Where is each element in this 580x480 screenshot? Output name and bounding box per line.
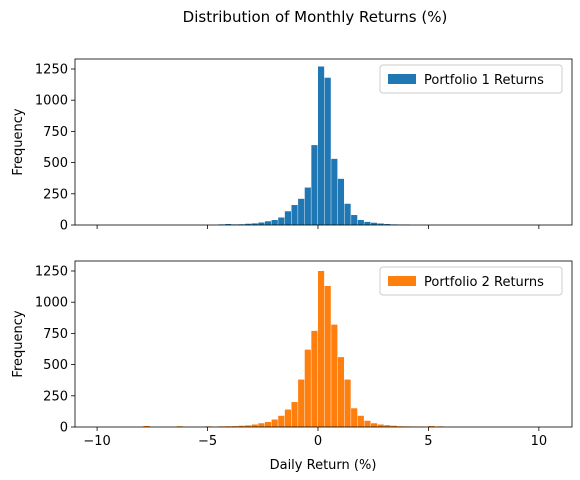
histogram-bar [238, 425, 245, 427]
y-tick-label: 500 [43, 156, 68, 171]
histogram-bar [291, 402, 298, 427]
x-tick-label: −10 [83, 434, 110, 449]
histogram-bar [317, 270, 325, 427]
histogram-bar [298, 379, 305, 427]
x-tick-label: −5 [198, 434, 217, 449]
axes-frame [74, 260, 573, 428]
histogram-bar [311, 330, 318, 427]
histogram-bar [278, 217, 285, 225]
y-tick-label: 1000 [35, 296, 68, 311]
x-tick-label: 0 [314, 434, 322, 449]
histogram-bar [337, 178, 345, 225]
histogram-bar [251, 223, 258, 225]
histogram-panel-portfolio-1: 0 250 500 750 1000 1250 Frequency Portfolio 1 R… [11, 58, 573, 234]
y-tick-label: 250 [43, 187, 68, 202]
histogram-bar [324, 77, 331, 225]
y-tick-label: 1000 [35, 94, 68, 109]
x-axis-label: Daily Return (%) [270, 458, 377, 473]
y-axis-label: Frequency [11, 310, 26, 377]
histogram-bar [317, 66, 325, 226]
legend-label: Portfolio 2 Returns [424, 275, 544, 290]
legend-swatch [388, 276, 416, 286]
y-axis-label: Frequency [11, 108, 26, 175]
histogram-bar [364, 221, 371, 225]
histogram-bar [284, 211, 292, 225]
histogram-bar [291, 205, 298, 225]
axes-frame [74, 58, 573, 226]
histogram-bar [357, 415, 364, 427]
y-tick-label: 0 [60, 421, 68, 436]
histogram-bar [311, 145, 318, 225]
histogram-bar [377, 223, 384, 225]
y-tick-label: 500 [43, 358, 68, 373]
histogram-bar [258, 222, 265, 225]
legend: Portfolio 2 Returns [379, 266, 563, 296]
legend-box [379, 64, 563, 94]
histogram-bar [344, 379, 351, 427]
y-tick-label: 1250 [35, 62, 68, 77]
histogram-bar [143, 426, 150, 427]
histogram-bar [258, 423, 265, 427]
histogram-bar [390, 425, 398, 427]
histogram-bar [344, 203, 351, 225]
histogram-bar [331, 158, 338, 225]
histogram-bar [351, 408, 358, 427]
histogram-bar [271, 220, 278, 225]
histogram-bar [357, 220, 364, 225]
histogram-bar [377, 424, 384, 427]
x-tick-label: 5 [424, 434, 432, 449]
histogram-bar [245, 223, 252, 225]
y-tick-label: 750 [43, 327, 68, 342]
histogram-bar [428, 426, 435, 427]
y-tick-label: 750 [43, 125, 68, 140]
y-tick-label: 0 [60, 219, 68, 234]
y-tick-label: 1250 [35, 264, 68, 279]
histogram-bar [264, 422, 272, 427]
histogram-bar [351, 215, 358, 225]
histogram-bar [231, 426, 239, 427]
histogram-panel-portfolio-2: 0 250 500 750 1000 1250 −10 −5 0 5 10 Frequency Port… [11, 260, 573, 449]
histogram-bar [337, 357, 345, 427]
x-tick-label: 10 [531, 434, 548, 449]
legend-swatch [388, 74, 416, 84]
histogram-bar [284, 409, 292, 427]
histogram-bar [245, 425, 252, 427]
figure-suptitle: Distribution of Monthly Returns (%) [183, 8, 448, 26]
histogram-bar [271, 419, 278, 427]
histogram-bar [384, 224, 391, 225]
histogram-bar [304, 349, 311, 427]
histogram-bar [370, 222, 378, 225]
histogram-bar [364, 420, 371, 427]
histogram-bar [251, 424, 258, 427]
legend-box [379, 266, 563, 296]
histogram-bar [370, 423, 378, 427]
histogram-bar [264, 221, 272, 225]
histogram-bar [298, 198, 305, 225]
y-tick-label: 250 [43, 389, 68, 404]
histogram-bar [225, 224, 232, 225]
legend-label: Portfolio 1 Returns [424, 73, 544, 88]
histogram-bar [384, 425, 391, 427]
legend: Portfolio 1 Returns [379, 64, 563, 94]
histogram-bar [304, 187, 311, 225]
histogram-bar [331, 324, 338, 427]
histogram-bar [324, 285, 331, 427]
histogram-bar [278, 415, 285, 427]
